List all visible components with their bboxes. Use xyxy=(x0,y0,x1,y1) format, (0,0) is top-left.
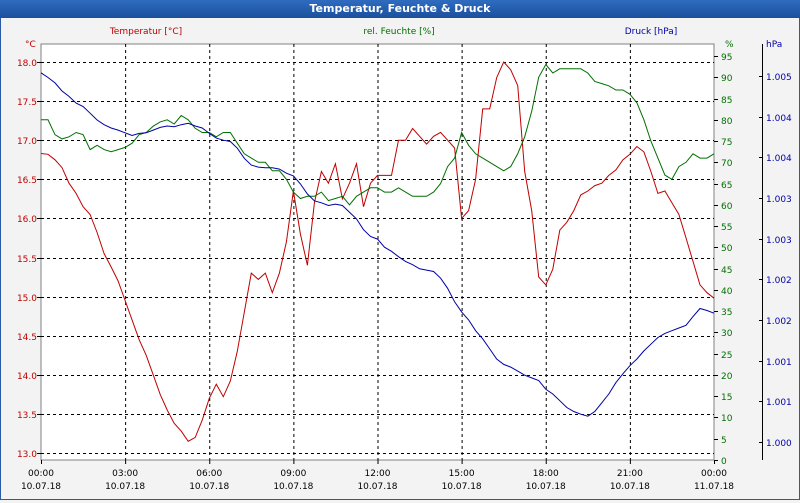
y-left-tick-label: 17.0 xyxy=(17,137,37,147)
y-humidity-tick-label: 70 xyxy=(721,159,733,169)
humidity-series-label: rel. Feuchte [%] xyxy=(363,27,434,37)
y-pressure-tick-label: 1.002 xyxy=(766,317,792,327)
x-tick-time: 03:00 xyxy=(112,469,138,479)
y-pressure-tick-label: 1.003 xyxy=(766,195,792,205)
y-left-tick-label: 16.5 xyxy=(17,176,37,186)
axis-labels: 00:00 10.07.18 03:00 10.07.18 06:00 10.07.18 0… xyxy=(17,27,792,492)
x-tick-time: 00:00 xyxy=(28,469,54,479)
y-humidity-tick-label: 35 xyxy=(721,308,732,318)
humidity-series-line xyxy=(41,63,715,206)
pressure-unit: hPa xyxy=(766,40,782,50)
y-humidity-tick-label: 60 xyxy=(721,202,733,212)
y-pressure-tick-label: 1.001 xyxy=(766,398,792,408)
y-humidity-tick-label: 0 xyxy=(721,457,727,467)
y-left-tick-label: 18.0 xyxy=(17,59,37,69)
temperature-unit: °C xyxy=(25,40,36,50)
y-pressure-tick-label: 1.003 xyxy=(766,236,792,246)
x-tick-time: 12:00 xyxy=(365,469,391,479)
x-tick-date: 11.07.18 xyxy=(694,482,734,492)
pressure-series-label: Druck [hPa] xyxy=(625,27,678,37)
chart-canvas: 00:00 10.07.18 03:00 10.07.18 06:00 10.07.18 0… xyxy=(17,27,792,492)
series-lines xyxy=(40,61,715,442)
axes xyxy=(37,44,763,464)
y-left-tick-label: 16.0 xyxy=(17,215,37,225)
x-tick-time: 09:00 xyxy=(280,469,306,479)
y-left-tick-label: 15.5 xyxy=(17,255,37,265)
x-tick-date: 10.07.18 xyxy=(610,482,650,492)
temperature-series-line xyxy=(40,61,715,442)
y-humidity-tick-label: 75 xyxy=(721,138,732,148)
y-humidity-tick-label: 95 xyxy=(721,53,732,63)
x-tick-date: 10.07.18 xyxy=(526,482,566,492)
x-tick-date: 10.07.18 xyxy=(357,482,397,492)
y-humidity-tick-label: 65 xyxy=(721,181,732,191)
x-tick-date: 10.07.18 xyxy=(105,482,145,492)
y-humidity-tick-label: 20 xyxy=(721,372,733,382)
y-humidity-tick-label: 5 xyxy=(721,436,727,446)
x-tick-time: 15:00 xyxy=(449,469,475,479)
x-tick-time: 06:00 xyxy=(196,469,222,479)
x-tick-time: 21:00 xyxy=(617,469,643,479)
y-humidity-tick-label: 50 xyxy=(721,244,733,254)
window-title: Temperatur, Feuchte & Druck xyxy=(0,0,800,18)
y-humidity-tick-label: 85 xyxy=(721,96,732,106)
y-left-tick-label: 15.0 xyxy=(17,294,37,304)
y-left-tick-label: 14.0 xyxy=(17,372,37,382)
y-left-tick-label: 13.0 xyxy=(17,450,37,460)
x-tick-date: 10.07.18 xyxy=(21,482,61,492)
y-humidity-tick-label: 30 xyxy=(721,329,733,339)
y-pressure-tick-label: 1.000 xyxy=(766,439,792,449)
grid xyxy=(41,44,714,460)
y-pressure-tick-label: 1.004 xyxy=(766,114,792,124)
y-humidity-tick-label: 80 xyxy=(721,117,733,127)
x-tick-time: 18:00 xyxy=(533,469,559,479)
x-tick-date: 10.07.18 xyxy=(189,482,229,492)
y-humidity-tick-label: 40 xyxy=(721,287,733,297)
y-pressure-tick-label: 1.005 xyxy=(766,73,792,83)
y-humidity-tick-label: 45 xyxy=(721,266,732,276)
x-tick-date: 10.07.18 xyxy=(273,482,313,492)
temperature-series-label: Temperatur [°C] xyxy=(109,27,182,37)
plot-background xyxy=(40,43,715,461)
x-tick-date: 10.07.18 xyxy=(442,482,482,492)
y-pressure-tick-label: 1.004 xyxy=(766,154,792,164)
humidity-unit: % xyxy=(725,40,734,50)
y-humidity-tick-label: 55 xyxy=(721,223,732,233)
y-humidity-tick-label: 10 xyxy=(721,414,733,424)
plot-area xyxy=(40,43,715,461)
y-humidity-tick-label: 90 xyxy=(721,74,733,84)
chart-frame: 00:00 10.07.18 03:00 10.07.18 06:00 10.07.18 0… xyxy=(0,18,800,500)
y-humidity-tick-label: 15 xyxy=(721,393,732,403)
y-humidity-tick-label: 25 xyxy=(721,351,732,361)
pressure-series-line xyxy=(40,72,715,417)
y-left-tick-label: 17.5 xyxy=(17,98,37,108)
y-pressure-tick-label: 1.002 xyxy=(766,276,792,286)
y-left-tick-label: 13.5 xyxy=(17,411,37,421)
x-tick-time: 00:00 xyxy=(701,469,727,479)
y-pressure-tick-label: 1.001 xyxy=(766,358,792,368)
y-left-tick-label: 14.5 xyxy=(17,333,37,343)
